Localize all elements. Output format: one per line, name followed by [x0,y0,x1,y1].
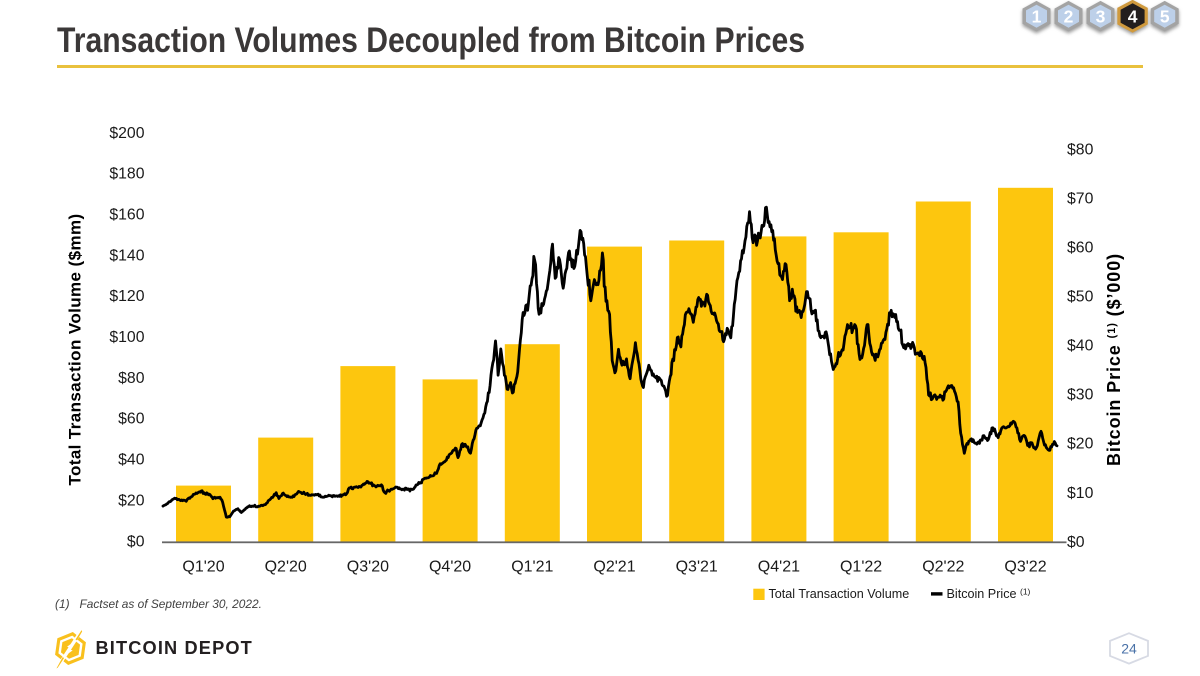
svg-text:5: 5 [1160,6,1170,26]
svg-text:$60: $60 [1067,240,1094,257]
svg-text:Q1'20: Q1'20 [182,559,224,576]
svg-text:$10: $10 [1067,485,1094,502]
svg-text:$60: $60 [118,411,145,428]
svg-text:Q2'21: Q2'21 [593,559,635,576]
svg-text:24: 24 [1121,641,1137,657]
svg-text:$20: $20 [1067,436,1094,453]
svg-text:Q4'21: Q4'21 [758,559,800,576]
svg-text:Total Transaction Volume: Total Transaction Volume [769,587,910,601]
svg-text:$160: $160 [109,207,144,224]
svg-text:$0: $0 [1067,534,1085,551]
svg-text:Total Transaction Volume ($mm): Total Transaction Volume ($mm) [66,213,85,485]
svg-text:$100: $100 [109,329,144,346]
svg-text:3: 3 [1096,6,1106,26]
svg-text:Q1'22: Q1'22 [840,559,882,576]
svg-text:Q3'22: Q3'22 [1004,559,1046,576]
svg-text:$180: $180 [109,166,144,183]
svg-text:Q3'20: Q3'20 [347,559,389,576]
svg-text:$50: $50 [1067,289,1094,306]
svg-text:$140: $140 [109,247,144,264]
svg-text:$70: $70 [1067,191,1094,208]
svg-text:Q1'21: Q1'21 [511,559,553,576]
svg-text:Bitcoin Price (1): Bitcoin Price (1) [947,587,1031,602]
svg-text:Q4'20: Q4'20 [429,559,471,576]
svg-text:Bitcoin Price (1) ($’000): Bitcoin Price (1) ($’000) [1104,253,1124,466]
svg-text:Q3'21: Q3'21 [676,559,718,576]
svg-text:$200: $200 [109,125,144,142]
svg-text:$40: $40 [1067,338,1094,355]
svg-text:Q2'22: Q2'22 [922,559,964,576]
svg-text:$80: $80 [118,370,145,387]
svg-text:$20: $20 [118,492,145,509]
svg-text:$120: $120 [109,288,144,305]
svg-text:$30: $30 [1067,387,1094,404]
svg-text:1: 1 [1032,6,1042,26]
svg-text:$40: $40 [118,452,145,469]
svg-text:Q2'20: Q2'20 [265,559,307,576]
svg-text:4: 4 [1128,6,1138,26]
svg-text:2: 2 [1064,6,1074,26]
svg-text:$0: $0 [127,533,145,550]
svg-text:$80: $80 [1067,142,1094,159]
